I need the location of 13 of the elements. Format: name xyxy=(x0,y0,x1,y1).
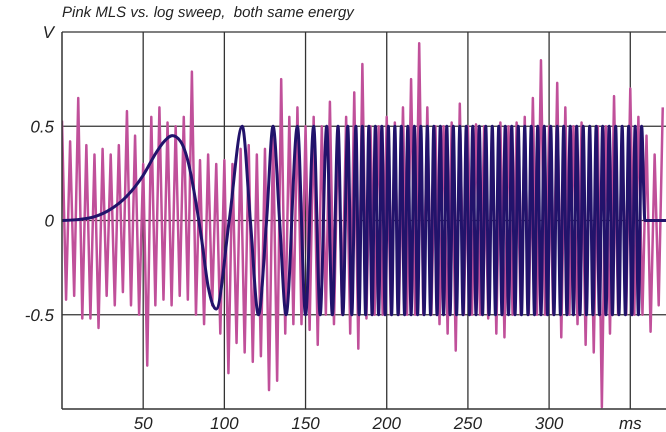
x-tick-label: 50 xyxy=(134,414,154,432)
x-tick-label: 150 xyxy=(291,414,320,432)
x-tick-label: ms xyxy=(618,414,642,432)
x-tick-label: 300 xyxy=(534,414,564,432)
y-tick-label: 0.5 xyxy=(30,117,55,136)
y-tick-label: 0 xyxy=(44,212,55,231)
chart-title: Pink MLS vs. log sweep, both same energy xyxy=(62,4,354,21)
x-tick-label: 200 xyxy=(372,414,402,432)
y-tick-label: -0.5 xyxy=(24,306,55,325)
x-tick-label: 250 xyxy=(452,414,483,432)
line-series xyxy=(62,124,666,316)
y-tick-label: V xyxy=(42,23,56,42)
x-tick-label: 100 xyxy=(210,414,240,432)
